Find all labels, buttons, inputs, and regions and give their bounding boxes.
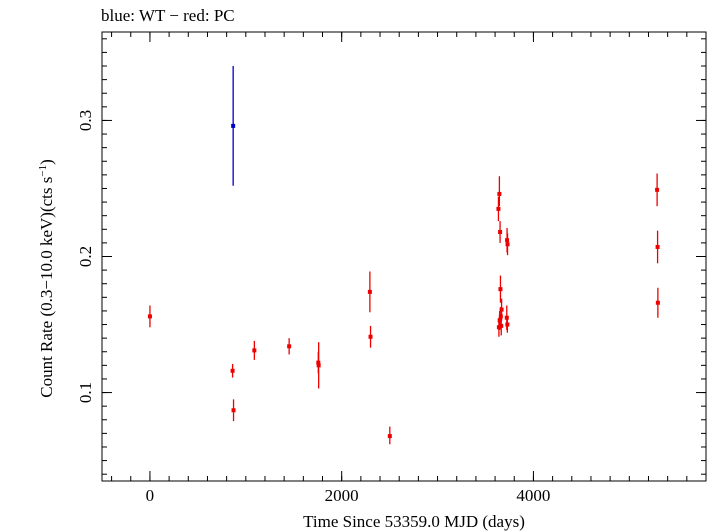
pc-data-point xyxy=(499,323,504,328)
pc-data-point xyxy=(231,408,236,413)
pc-data-point xyxy=(504,315,509,320)
x-tick-label: 4000 xyxy=(516,486,550,505)
error-bars xyxy=(149,66,659,445)
y-axis-title-sup: −1 xyxy=(37,165,49,177)
tick-labels: 0 2000 4000 0.1 0.2 0.3 xyxy=(76,110,550,505)
plot-frame xyxy=(101,31,707,482)
y-tick-label: 0.3 xyxy=(76,110,95,131)
pc-data-point xyxy=(287,344,292,349)
pc-data-point xyxy=(655,300,660,305)
pc-data-point xyxy=(230,368,235,373)
pc-data-point xyxy=(498,287,503,292)
x-tick-label: 2000 xyxy=(325,486,359,505)
pc-data-point xyxy=(498,230,503,235)
y-axis-title-end: ) xyxy=(37,159,56,165)
chart-title: blue: WT − red: PC xyxy=(101,6,235,25)
major-ticks xyxy=(102,32,706,481)
x-tick-label: 0 xyxy=(146,486,155,505)
pc-data-point xyxy=(367,289,372,294)
y-tick-label: 0.1 xyxy=(76,382,95,403)
wt-data-point xyxy=(231,123,236,128)
pc-data-point xyxy=(316,363,321,368)
pc-data-point xyxy=(497,191,502,196)
pc-data-point xyxy=(496,325,501,330)
pc-data-point xyxy=(387,434,392,439)
y-axis-title-main: Count Rate (0.3−10.0 keV)(cts s xyxy=(37,177,56,398)
minor-ticks xyxy=(102,32,707,481)
pc-data-point xyxy=(316,360,321,365)
pc-data-point xyxy=(497,318,502,323)
data-points xyxy=(147,123,660,439)
pc-data-point xyxy=(368,334,373,339)
pc-data-point xyxy=(496,206,501,211)
pc-data-point xyxy=(655,244,660,249)
pc-data-point xyxy=(147,314,152,319)
pc-data-point xyxy=(655,187,660,192)
pc-data-point xyxy=(252,348,257,353)
pc-data-point xyxy=(505,238,510,243)
pc-data-point xyxy=(498,314,503,319)
pc-data-point xyxy=(505,322,510,327)
y-axis-title: Count Rate (0.3−10.0 keV)(cts s−1) xyxy=(37,159,56,398)
pc-data-point xyxy=(499,307,504,312)
y-tick-label: 0.2 xyxy=(76,246,95,267)
pc-data-point xyxy=(505,242,510,247)
x-axis-title: Time Since 53359.0 MJD (days) xyxy=(303,512,525,531)
